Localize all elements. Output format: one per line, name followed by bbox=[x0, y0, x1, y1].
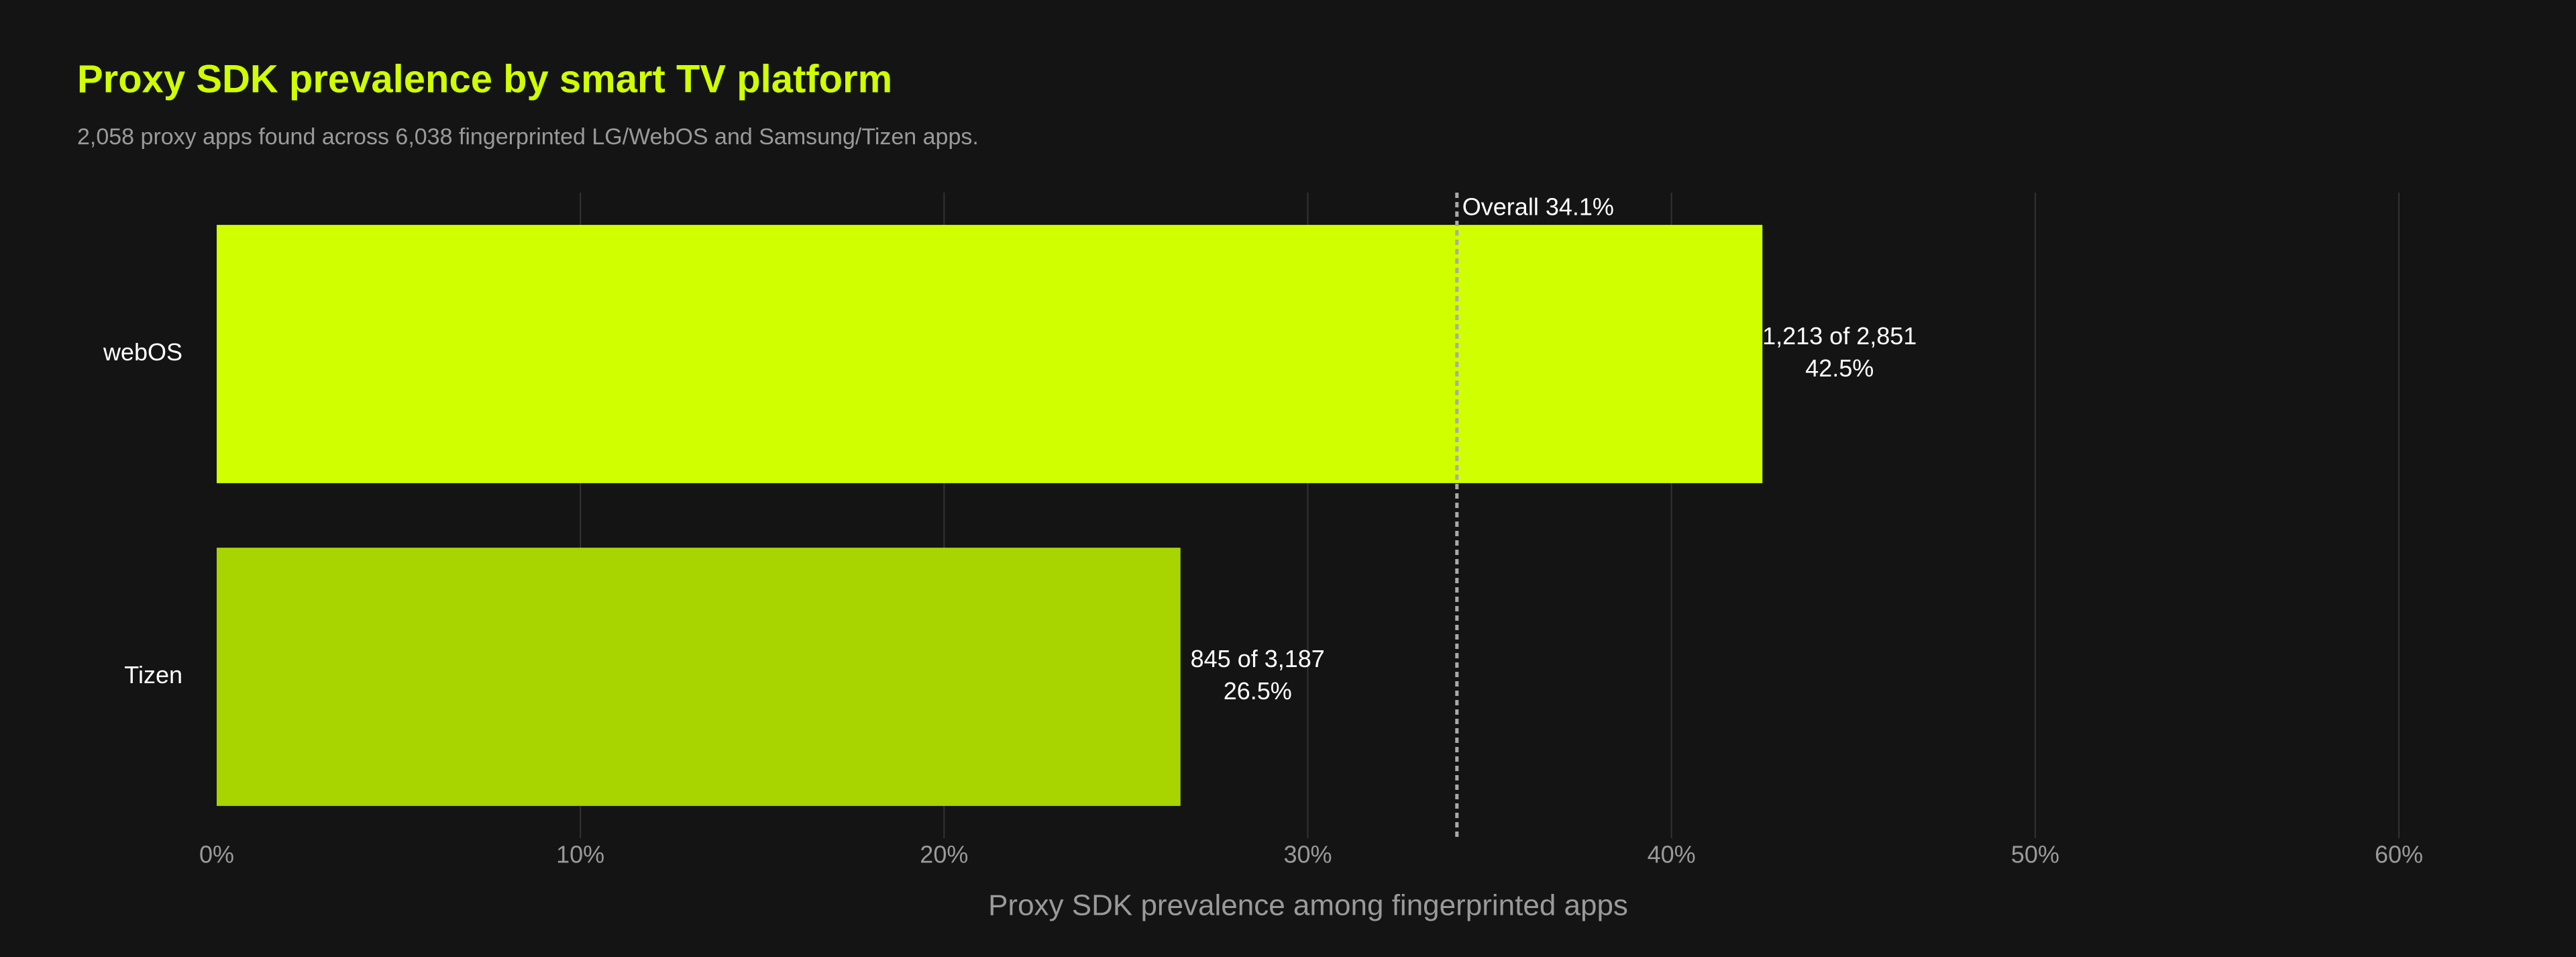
x-tick-label: 60% bbox=[2375, 841, 2423, 868]
x-tick-label: 10% bbox=[556, 841, 604, 868]
reference-label: Overall 34.1% bbox=[1462, 193, 1614, 221]
value-label: 42.5% bbox=[1805, 354, 1874, 382]
count-label: 845 of 3,187 bbox=[1191, 645, 1325, 672]
bar bbox=[217, 225, 1763, 483]
chart-subtitle: 2,058 proxy apps found across 6,038 fing… bbox=[77, 124, 979, 150]
y-tick-label: Tizen bbox=[124, 661, 182, 689]
x-tick-label: 20% bbox=[920, 841, 968, 868]
x-tick-label: 50% bbox=[2011, 841, 2059, 868]
count-label: 1,213 of 2,851 bbox=[1762, 322, 1917, 350]
value-label: 26.5% bbox=[1224, 677, 1292, 705]
x-axis-title: Proxy SDK prevalence among fingerprinted… bbox=[988, 889, 1628, 922]
x-tick-label: 40% bbox=[1648, 841, 1696, 868]
bar bbox=[217, 548, 1181, 806]
y-tick-label: webOS bbox=[103, 338, 182, 366]
chart-title: Proxy SDK prevalence by smart TV platfor… bbox=[77, 57, 892, 101]
x-tick-label: 0% bbox=[199, 841, 234, 868]
x-tick-label: 30% bbox=[1283, 841, 1332, 868]
